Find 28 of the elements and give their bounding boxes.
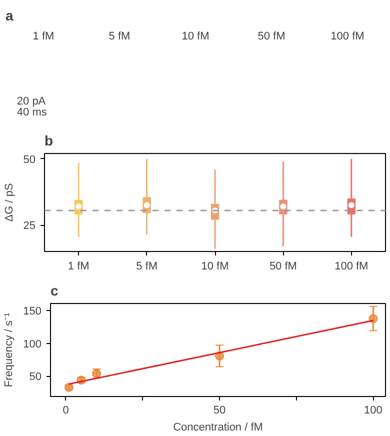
y-tick-label: 50 xyxy=(23,154,36,166)
chart-title: b xyxy=(44,132,54,148)
x-tick-label: 50 xyxy=(213,404,226,416)
category-label: 5 fM xyxy=(108,30,130,42)
y-axis-title: ΔG / pS xyxy=(3,183,16,222)
chart-title: c xyxy=(50,282,58,298)
y-axis-title: Frequency / s⁻¹ xyxy=(3,312,16,388)
category-label: 100 fM xyxy=(330,30,364,42)
point xyxy=(64,382,74,392)
x-tick-label: 10 fM xyxy=(201,260,229,272)
category-label: 10 fM xyxy=(182,30,210,42)
x-tick-label: 100 xyxy=(364,404,382,416)
text: a xyxy=(6,8,14,24)
x-axis-title: Concentration / fM xyxy=(173,422,263,434)
text: 40 ms xyxy=(16,106,48,119)
point xyxy=(368,314,378,324)
y-tick-label: 25 xyxy=(23,220,36,232)
y-tick-label: 100 xyxy=(23,338,42,350)
x-tick-label: 50 fM xyxy=(269,260,297,272)
x-tick-label: 5 fM xyxy=(136,260,158,272)
x-tick-label: 100 fM xyxy=(334,260,368,272)
x-tick-label: 1 fM xyxy=(68,260,90,272)
text: 20 pA xyxy=(16,96,46,108)
category-label: 1 fM xyxy=(32,30,54,42)
y-tick-label: 50 xyxy=(29,371,42,384)
category-label: 50 fM xyxy=(258,30,286,42)
y-tick-label: 150 xyxy=(23,306,42,318)
x-tick-label: 0 xyxy=(62,404,69,416)
